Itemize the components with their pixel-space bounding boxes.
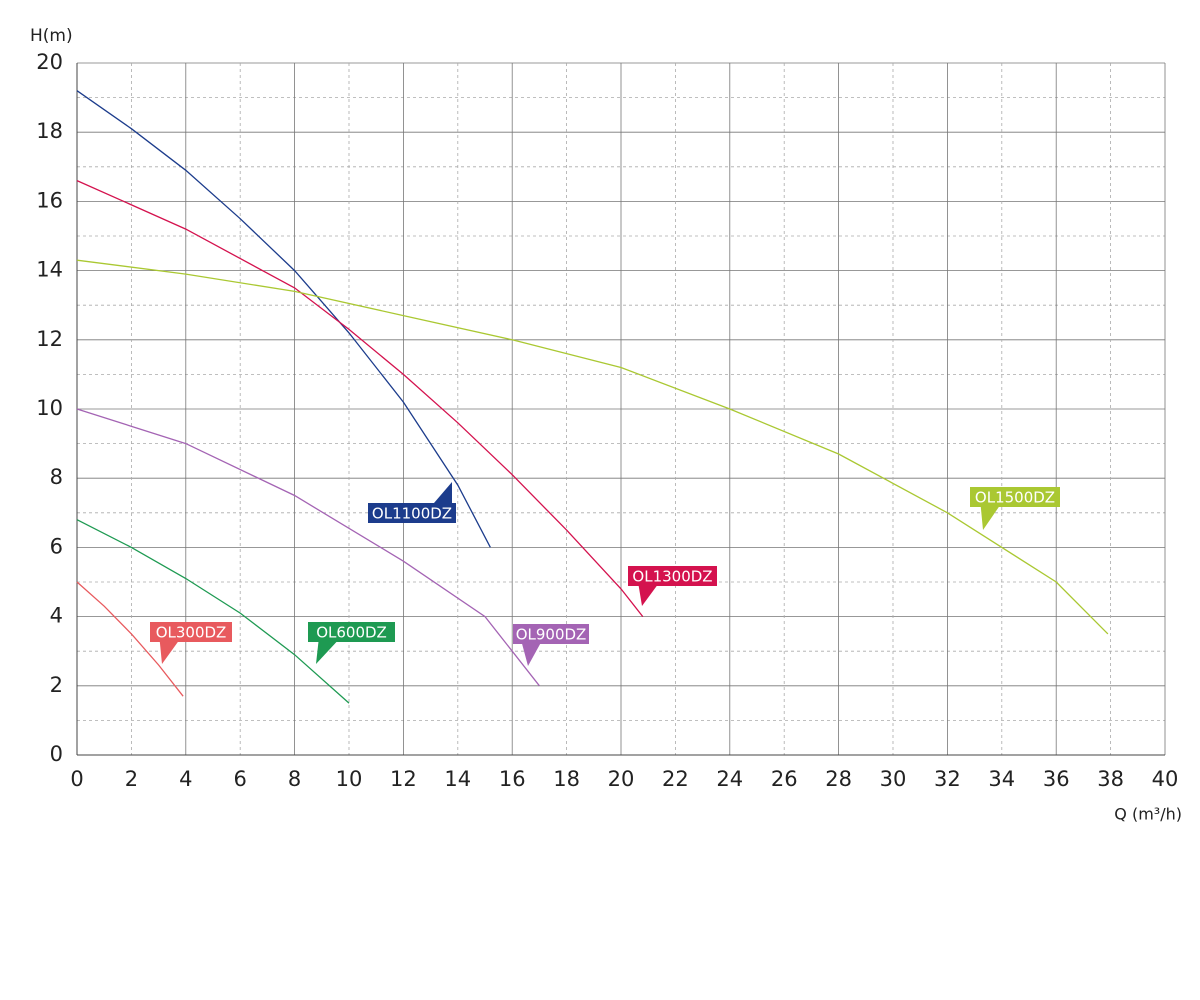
y-tick-label: 14	[36, 258, 63, 282]
x-tick-label: 30	[880, 767, 907, 791]
label-box	[368, 503, 456, 523]
x-tick-label: 16	[499, 767, 526, 791]
label-pointer	[980, 507, 999, 530]
curve	[76, 408, 540, 687]
x-tick-label: 12	[390, 767, 417, 791]
y-tick-label: 10	[36, 396, 63, 420]
label-pointer	[638, 586, 657, 606]
label-box	[513, 624, 589, 644]
x-tick-label: 34	[988, 767, 1015, 791]
label-pointer	[316, 642, 337, 664]
series-label: OL600DZ	[316, 624, 387, 642]
series-label: OL300DZ	[156, 624, 227, 642]
series-label: OL1300DZ	[632, 568, 712, 586]
y-axis-label: H(m)	[30, 26, 73, 46]
curve	[76, 519, 350, 704]
x-tick-label: 36	[1043, 767, 1070, 791]
y-tick-label: 8	[50, 465, 63, 489]
x-tick-label: 40	[1152, 767, 1179, 791]
curve	[76, 180, 644, 618]
y-tick-label: 16	[36, 188, 63, 212]
x-tick-label: 22	[662, 767, 689, 791]
x-tick-label: 0	[70, 767, 83, 791]
x-tick-label: 10	[336, 767, 363, 791]
x-tick-label: 2	[125, 767, 138, 791]
label-pointer	[159, 642, 178, 664]
y-tick-label: 2	[50, 673, 63, 697]
x-tick-label: 24	[716, 767, 743, 791]
x-tick-label: 26	[771, 767, 798, 791]
y-tick-label: 12	[36, 327, 63, 351]
series-label: OL1100DZ	[372, 505, 452, 523]
x-tick-label: 18	[553, 767, 580, 791]
label-box	[150, 622, 232, 642]
x-tick-label: 20	[608, 767, 635, 791]
x-tick-label: 14	[444, 767, 471, 791]
x-tick-label: 32	[934, 767, 961, 791]
curve	[76, 259, 1109, 635]
label-pointer	[522, 644, 541, 666]
label-box	[970, 487, 1060, 507]
x-axis-label: Q (m³/h)	[1114, 805, 1182, 824]
x-tick-label: 28	[825, 767, 852, 791]
curve	[76, 90, 491, 548]
x-tick-label: 4	[179, 767, 192, 791]
y-tick-label: 0	[50, 742, 63, 766]
label-pointer	[434, 482, 452, 503]
x-tick-label: 8	[288, 767, 301, 791]
x-tick-label: 6	[234, 767, 247, 791]
y-tick-label: 6	[50, 534, 63, 558]
series-label: OL1500DZ	[975, 489, 1055, 507]
y-tick-label: 18	[36, 119, 63, 143]
label-box	[628, 566, 717, 586]
curve	[76, 581, 184, 697]
x-tick-label: 38	[1097, 767, 1124, 791]
series-label: OL900DZ	[516, 626, 587, 644]
y-tick-label: 4	[50, 604, 63, 628]
label-box	[308, 622, 395, 642]
y-tick-label: 20	[36, 50, 63, 74]
